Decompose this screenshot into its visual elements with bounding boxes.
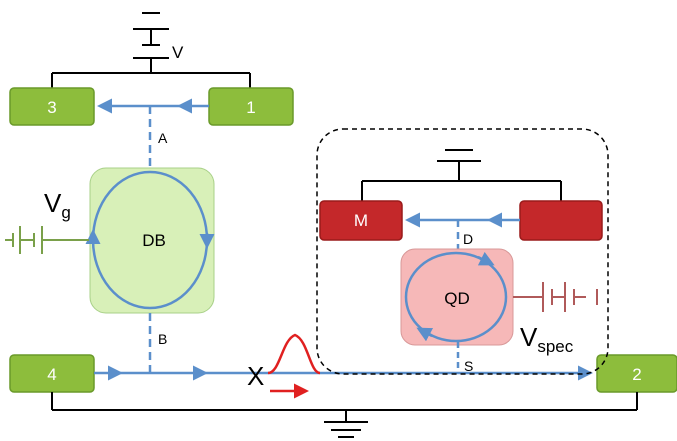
cross-marker-label: X bbox=[247, 361, 264, 391]
voltage-source-label: V bbox=[172, 43, 184, 62]
point-b-label: B bbox=[158, 331, 167, 347]
db-label: DB bbox=[142, 231, 166, 250]
point-a-label: A bbox=[158, 130, 168, 146]
contact-1-label: 1 bbox=[246, 98, 255, 117]
contact-4: 4 bbox=[9, 354, 95, 393]
gate-battery-icon bbox=[5, 226, 89, 254]
contact-2: 2 bbox=[596, 354, 677, 393]
top-battery-icon bbox=[133, 12, 169, 73]
point-d-label: D bbox=[463, 231, 473, 247]
inset-ground-icon bbox=[361, 149, 562, 202]
qd-label: QD bbox=[444, 289, 470, 308]
wavepacket-icon bbox=[267, 333, 321, 375]
top-wire bbox=[51, 72, 251, 90]
contact-2-label: 2 bbox=[632, 365, 641, 384]
contact-1: 1 bbox=[208, 87, 294, 126]
contact-3: 3 bbox=[9, 87, 95, 126]
contact-m-label: M bbox=[354, 211, 368, 230]
spec-battery-icon bbox=[513, 282, 598, 312]
point-s-label: S bbox=[464, 358, 473, 374]
contact-m: M bbox=[319, 200, 403, 241]
contact-4-label: 4 bbox=[47, 365, 56, 384]
inset-dashed-box bbox=[316, 128, 609, 375]
contact-red-right bbox=[519, 200, 603, 241]
qd-box: QD bbox=[400, 248, 514, 346]
db-box: DB bbox=[85, 167, 215, 314]
spec-voltage-label: Vspec bbox=[520, 322, 574, 356]
gate-voltage-label: Vg bbox=[44, 188, 71, 222]
bottom-ground-wire bbox=[51, 392, 638, 421]
contact-3-label: 3 bbox=[47, 98, 56, 117]
ground-icon bbox=[324, 421, 368, 438]
